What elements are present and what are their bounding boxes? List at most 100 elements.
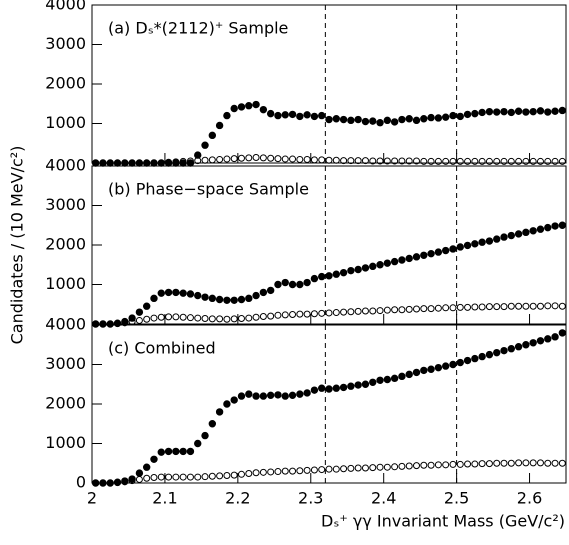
open-point <box>376 463 384 471</box>
filled-point <box>150 294 158 303</box>
open-point <box>471 303 479 311</box>
filled-point <box>281 111 289 119</box>
open-point <box>434 461 442 469</box>
open-point <box>237 470 245 478</box>
open-point <box>544 157 552 165</box>
filled-point <box>369 378 377 386</box>
filled-point <box>471 240 479 248</box>
panel-title: (b) Phase−space Sample <box>108 180 309 199</box>
filled-point <box>318 272 326 281</box>
x-tick-label: 2.4 <box>371 489 396 508</box>
filled-point <box>252 100 260 109</box>
filled-point <box>463 110 472 119</box>
open-point <box>471 157 479 165</box>
open-point <box>522 459 530 467</box>
filled-point <box>485 107 494 116</box>
open-point <box>478 303 486 311</box>
filled-point <box>194 439 202 448</box>
open-point <box>157 313 165 321</box>
y-tick-label: 2000 <box>45 394 86 413</box>
open-point <box>449 157 457 165</box>
filled-point <box>128 314 136 322</box>
filled-point <box>544 335 552 343</box>
filled-point <box>339 115 348 124</box>
filled-point <box>434 114 443 122</box>
open-point <box>551 302 559 310</box>
open-point <box>442 304 450 312</box>
filled-point <box>551 222 559 230</box>
filled-point <box>157 448 165 456</box>
filled-point <box>493 348 501 357</box>
filled-point <box>463 241 472 250</box>
filled-point <box>186 447 195 456</box>
filled-point <box>361 264 370 272</box>
filled-point <box>434 363 443 372</box>
open-point <box>464 157 472 165</box>
open-point <box>515 302 523 310</box>
y-tick-label: 1000 <box>45 113 86 132</box>
filled-point <box>223 111 231 120</box>
filled-point <box>259 392 268 400</box>
y-tick-label: 3000 <box>45 34 86 53</box>
open-point <box>536 302 544 310</box>
filled-point <box>456 112 464 121</box>
open-point <box>500 303 508 311</box>
open-point <box>172 313 180 321</box>
filled-point <box>296 112 304 121</box>
filled-point <box>361 380 370 388</box>
open-point <box>289 311 297 319</box>
filled-point <box>347 116 355 125</box>
filled-point <box>281 278 289 287</box>
open-point <box>391 306 399 314</box>
open-point <box>216 155 224 163</box>
filled-point <box>463 356 472 365</box>
filled-point <box>405 254 413 263</box>
y-tick-label: 4000 <box>45 0 86 14</box>
open-point <box>485 157 493 165</box>
open-point <box>194 157 202 165</box>
open-point <box>536 459 544 467</box>
open-point <box>420 157 428 165</box>
open-point <box>303 155 311 163</box>
filled-point <box>274 111 282 120</box>
open-point <box>208 156 216 164</box>
filled-point <box>529 227 537 235</box>
open-point <box>274 155 282 163</box>
open-point <box>515 157 523 165</box>
x-tick-label: 2.3 <box>298 489 323 508</box>
filled-point <box>449 245 457 253</box>
filled-point <box>201 293 209 301</box>
filled-point <box>405 115 413 123</box>
filled-point <box>529 107 537 116</box>
x-tick-label: 2.6 <box>517 489 542 508</box>
filled-point <box>412 116 421 125</box>
filled-point <box>164 447 173 456</box>
open-point <box>157 473 165 481</box>
open-point <box>332 309 340 317</box>
filled-point <box>441 113 450 121</box>
open-point <box>223 155 231 163</box>
open-point <box>106 479 114 487</box>
open-point <box>354 464 362 472</box>
open-point <box>405 462 413 470</box>
open-point <box>485 460 493 468</box>
open-point <box>310 466 318 474</box>
open-point <box>522 302 530 310</box>
open-point <box>172 473 180 481</box>
open-point <box>281 467 289 475</box>
open-point <box>332 465 340 473</box>
open-point <box>340 308 348 316</box>
open-point <box>361 307 369 315</box>
y-tick-label: 1000 <box>45 274 86 293</box>
open-point <box>398 157 406 165</box>
open-point <box>405 157 413 165</box>
filled-point <box>347 266 355 275</box>
filled-point <box>310 112 319 121</box>
filled-point <box>288 110 297 119</box>
open-point <box>208 472 216 480</box>
x-tick-label: 2.1 <box>152 489 177 508</box>
filled-point <box>194 291 202 300</box>
open-point <box>201 314 209 322</box>
open-point <box>449 460 457 468</box>
